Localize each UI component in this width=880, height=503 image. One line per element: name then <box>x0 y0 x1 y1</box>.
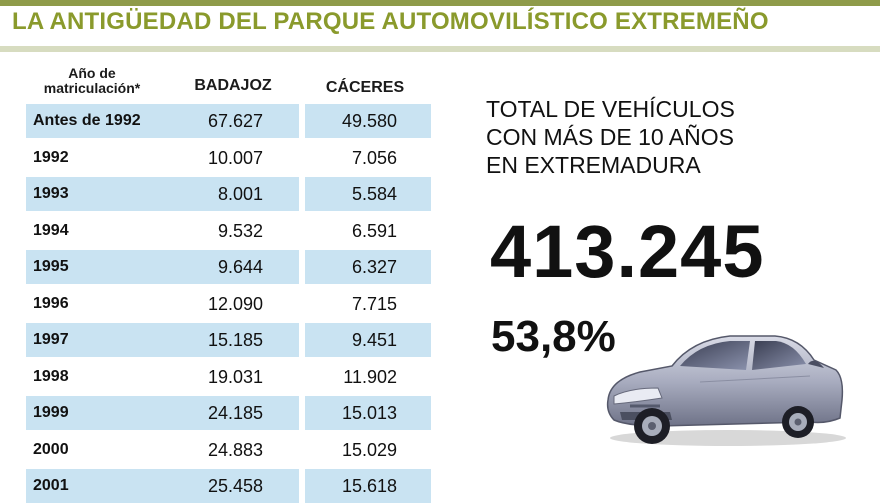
caceres-cell: 15.618 <box>305 469 431 503</box>
badajoz-cell: 8.001 <box>173 177 299 211</box>
title-underline <box>0 46 880 52</box>
year-cell: 1995 <box>26 250 173 284</box>
caceres-cell: 6.591 <box>351 220 397 241</box>
badajoz-cell: 12.090 <box>207 293 263 314</box>
column-header-badajoz: BADAJOZ <box>194 77 272 94</box>
column-header-caceres: CÁCERES <box>325 79 405 96</box>
badajoz-cell: 24.883 <box>207 439 263 460</box>
table-row: 1996 12.090 7.715 <box>26 287 431 321</box>
caceres-cell: 15.029 <box>341 439 397 460</box>
table-row: 2001 25.458 15.618 <box>26 469 431 503</box>
year-cell: 1997 <box>26 323 173 357</box>
badajoz-cell: 25.458 <box>173 469 299 503</box>
total-label-line: EN EXTREMADURA <box>486 152 701 178</box>
table-row: 2000 24.883 15.029 <box>26 433 431 467</box>
caceres-cell: 11.902 <box>343 366 397 387</box>
caceres-cell: 15.013 <box>305 396 431 430</box>
year-cell: 1996 <box>33 294 69 312</box>
page-title: LA ANTIGÜEDAD DEL PARQUE AUTOMOVILÍSTICO… <box>12 8 769 35</box>
caceres-cell: 7.056 <box>351 147 397 168</box>
table-row: 1992 10.007 7.056 <box>26 141 431 175</box>
table-row: Antes de 1992 67.627 49.580 <box>26 104 431 138</box>
column-header-year: Año de matriculación* <box>43 65 141 96</box>
table-row: 1995 9.644 6.327 <box>26 250 431 284</box>
top-accent-bar <box>0 0 880 6</box>
table-row: 1998 19.031 11.902 <box>26 360 431 394</box>
percent-value: 53,8% <box>491 312 616 361</box>
badajoz-cell: 19.031 <box>207 366 263 387</box>
badajoz-cell: 15.185 <box>173 323 299 357</box>
badajoz-cell: 9.644 <box>173 250 299 284</box>
year-cell: 1994 <box>33 221 69 239</box>
table-row: 1999 24.185 15.013 <box>26 396 431 430</box>
caceres-cell: 6.327 <box>305 250 431 284</box>
year-cell: 1999 <box>26 396 173 430</box>
year-cell: 2001 <box>26 469 173 503</box>
table-row: 1997 15.185 9.451 <box>26 323 431 357</box>
badajoz-cell: 24.185 <box>173 396 299 430</box>
year-cell: 2000 <box>33 440 69 458</box>
caceres-cell: 7.715 <box>351 293 397 314</box>
total-label: TOTAL DE VEHÍCULOS CON MÁS DE 10 AÑOS EN… <box>486 95 786 179</box>
badajoz-cell: 9.532 <box>217 220 263 241</box>
year-cell: 1993 <box>26 177 173 211</box>
caceres-cell: 5.584 <box>305 177 431 211</box>
year-cell: 1998 <box>33 367 69 385</box>
table-row: 1993 8.001 5.584 <box>26 177 431 211</box>
total-value: 413.245 <box>490 210 765 293</box>
table-row: 1994 9.532 6.591 <box>26 214 431 248</box>
year-cell: Antes de 1992 <box>26 104 173 138</box>
year-cell: 1992 <box>33 148 69 166</box>
badajoz-cell: 67.627 <box>173 104 299 138</box>
total-label-line: TOTAL DE VEHÍCULOS <box>486 96 735 122</box>
total-label-line: CON MÁS DE 10 AÑOS <box>486 124 734 150</box>
caceres-cell: 9.451 <box>305 323 431 357</box>
caceres-cell: 49.580 <box>305 104 431 138</box>
car-illustration <box>606 335 846 446</box>
badajoz-cell: 10.007 <box>207 147 263 168</box>
